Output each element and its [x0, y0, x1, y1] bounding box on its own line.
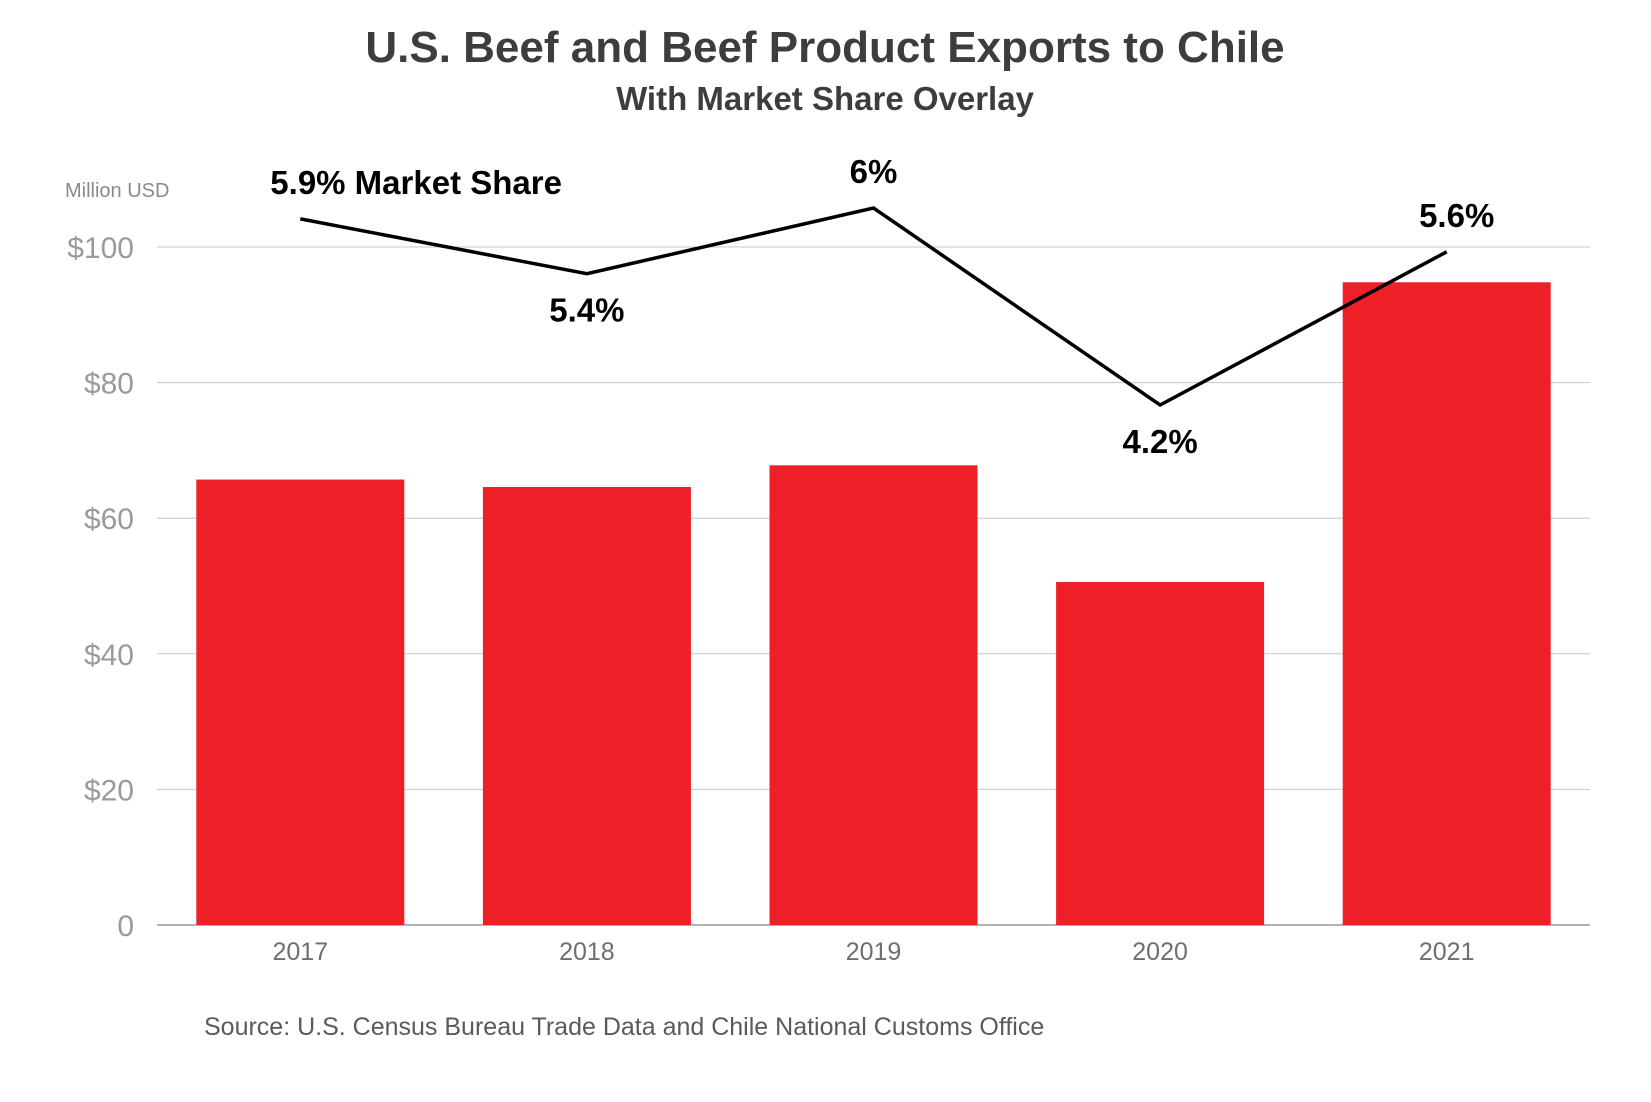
y-axis-unit-label: Million USD — [65, 180, 169, 202]
x-tick-label: 2021 — [1419, 938, 1475, 966]
y-tick-label: 0 — [117, 910, 134, 943]
chart-title: U.S. Beef and Beef Product Exports to Ch… — [365, 23, 1284, 72]
market-share-label: 5.9% Market Share — [270, 164, 562, 201]
y-tick-label: $60 — [84, 503, 134, 536]
y-tick-label: $80 — [84, 368, 134, 401]
x-tick-label: 2019 — [846, 938, 902, 966]
y-axis-ticks: 0 $20 $40 $60 $80 $100 — [67, 232, 134, 943]
market-share-label: 5.6% — [1419, 197, 1494, 234]
bar-2017 — [196, 479, 405, 925]
x-tick-label: 2017 — [272, 938, 328, 966]
y-tick-label: $100 — [67, 232, 134, 265]
x-tick-label: 2020 — [1132, 938, 1188, 966]
x-tick-label: 2018 — [559, 938, 615, 966]
x-axis-ticks: 2017 2018 2019 2020 2021 — [272, 938, 1474, 966]
bar-2018 — [482, 487, 691, 925]
bar-2021 — [1342, 282, 1551, 926]
market-share-label: 5.4% — [549, 292, 624, 329]
bar-2019 — [769, 465, 978, 925]
bars — [196, 282, 1551, 926]
market-share-label: 6% — [850, 153, 898, 190]
market-share-label: 4.2% — [1122, 423, 1197, 460]
market-share-line — [299, 206, 1448, 408]
y-tick-label: $20 — [84, 774, 134, 807]
source-note: Source: U.S. Census Bureau Trade Data an… — [204, 1013, 1044, 1041]
chart-subtitle: With Market Share Overlay — [616, 80, 1035, 117]
y-tick-label: $40 — [84, 639, 134, 672]
bar-2020 — [1056, 581, 1265, 925]
market-share-overlay: 5.9% Market Share 5.4% 6% 4.2% 5.6% — [270, 153, 1494, 460]
